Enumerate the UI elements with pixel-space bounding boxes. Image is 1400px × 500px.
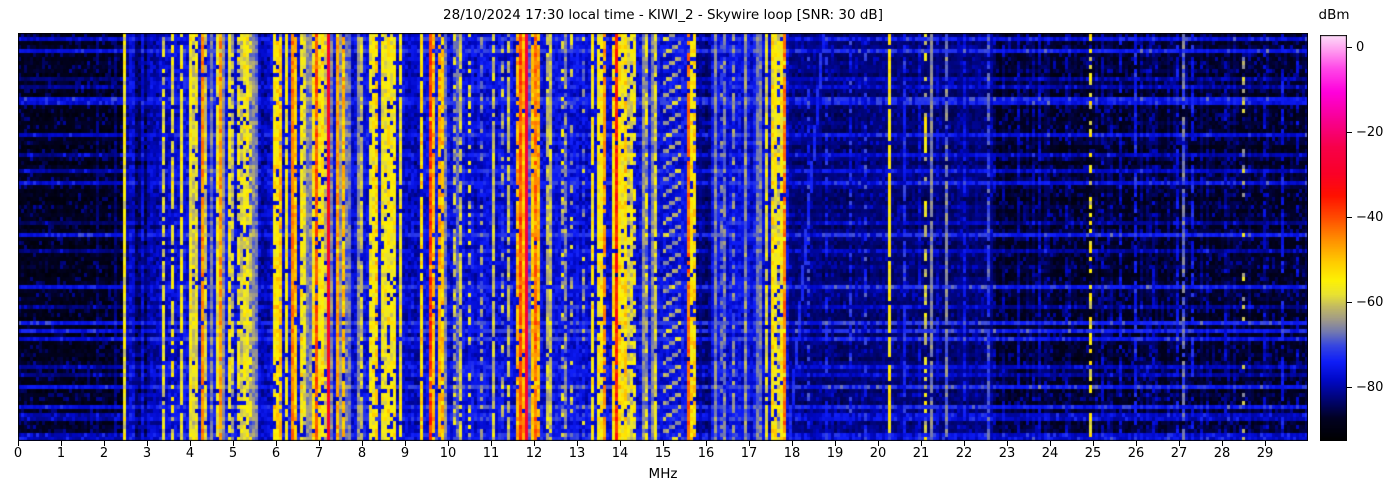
x-axis-tick-label: 27 [1170, 446, 1188, 461]
x-axis-tick [318, 441, 320, 446]
colorbar-tick-label: 0 [1356, 39, 1365, 55]
x-axis-tick-label: 5 [228, 446, 238, 461]
colorbar-tick-label: −20 [1356, 124, 1384, 140]
x-axis-label: MHz [648, 466, 678, 482]
colorbar-canvas [1320, 35, 1347, 441]
x-axis-tick [60, 441, 62, 446]
x-axis-tick-label: 10 [439, 446, 457, 461]
x-axis-tick [17, 441, 19, 446]
x-axis-tick [103, 441, 105, 446]
x-axis-tick [748, 441, 750, 446]
x-axis-tick-label: 26 [1127, 446, 1145, 461]
x-axis-tick-label: 0 [13, 446, 23, 461]
colorbar-tick [1347, 47, 1352, 49]
x-axis-tick [705, 441, 707, 446]
x-axis-tick-label: 13 [568, 446, 586, 461]
x-axis-tick-label: 29 [1256, 446, 1274, 461]
x-axis-tick-label: 20 [869, 446, 887, 461]
colorbar-tick [1347, 132, 1352, 134]
x-axis-tick [361, 441, 363, 446]
x-axis-tick-label: 1 [56, 446, 66, 461]
x-axis-tick [662, 441, 664, 446]
x-axis-tick [576, 441, 578, 446]
x-axis-tick-label: 12 [525, 446, 543, 461]
x-axis-tick-label: 9 [400, 446, 410, 461]
x-axis-tick [404, 441, 406, 446]
x-axis-tick-label: 6 [271, 446, 281, 461]
x-axis-tick [275, 441, 277, 446]
colorbar-tick [1347, 387, 1352, 389]
x-axis-tick-label: 8 [357, 446, 367, 461]
colorbar-label: dBm [1318, 7, 1350, 23]
x-axis-tick [1221, 441, 1223, 446]
x-axis-tick-label: 3 [142, 446, 152, 461]
x-axis-tick-label: 23 [998, 446, 1016, 461]
x-axis-tick [1092, 441, 1094, 446]
x-axis-tick [533, 441, 535, 446]
x-axis-tick-label: 25 [1084, 446, 1102, 461]
x-axis-tick [963, 441, 965, 446]
x-axis-tick-label: 22 [955, 446, 973, 461]
colorbar-tick [1347, 302, 1352, 304]
x-axis-tick-label: 18 [783, 446, 801, 461]
x-axis-tick-label: 14 [611, 446, 629, 461]
x-axis-tick-label: 19 [826, 446, 844, 461]
x-axis-tick-label: 16 [697, 446, 715, 461]
x-axis-tick-label: 2 [99, 446, 109, 461]
x-axis-tick-label: 4 [185, 446, 195, 461]
x-axis-tick-label: 11 [482, 446, 500, 461]
x-axis-tick [791, 441, 793, 446]
x-axis-tick [877, 441, 879, 446]
x-axis-tick-label: 24 [1041, 446, 1059, 461]
colorbar-tick-label: −80 [1356, 379, 1384, 395]
x-axis-tick-label: 28 [1213, 446, 1231, 461]
spectrogram-canvas [18, 33, 1308, 441]
x-axis-tick-label: 7 [314, 446, 324, 461]
x-axis-tick [490, 441, 492, 446]
x-axis-tick [232, 441, 234, 446]
x-axis-tick [1264, 441, 1266, 446]
x-axis-tick [146, 441, 148, 446]
x-axis-tick [920, 441, 922, 446]
x-axis-tick [189, 441, 191, 446]
x-axis-tick [619, 441, 621, 446]
x-axis-tick [1049, 441, 1051, 446]
x-axis-tick [1135, 441, 1137, 446]
x-axis-tick-label: 17 [740, 446, 758, 461]
x-axis-tick [1178, 441, 1180, 446]
x-axis-tick-label: 21 [912, 446, 930, 461]
colorbar-tick [1347, 217, 1352, 219]
colorbar-tick-label: −60 [1356, 294, 1384, 310]
chart-title: 28/10/2024 17:30 local time - KIWI_2 - S… [443, 7, 883, 23]
x-axis-tick [447, 441, 449, 446]
x-axis-tick [834, 441, 836, 446]
colorbar-tick-label: −40 [1356, 209, 1384, 225]
x-axis-tick-label: 15 [654, 446, 672, 461]
x-axis-tick [1006, 441, 1008, 446]
